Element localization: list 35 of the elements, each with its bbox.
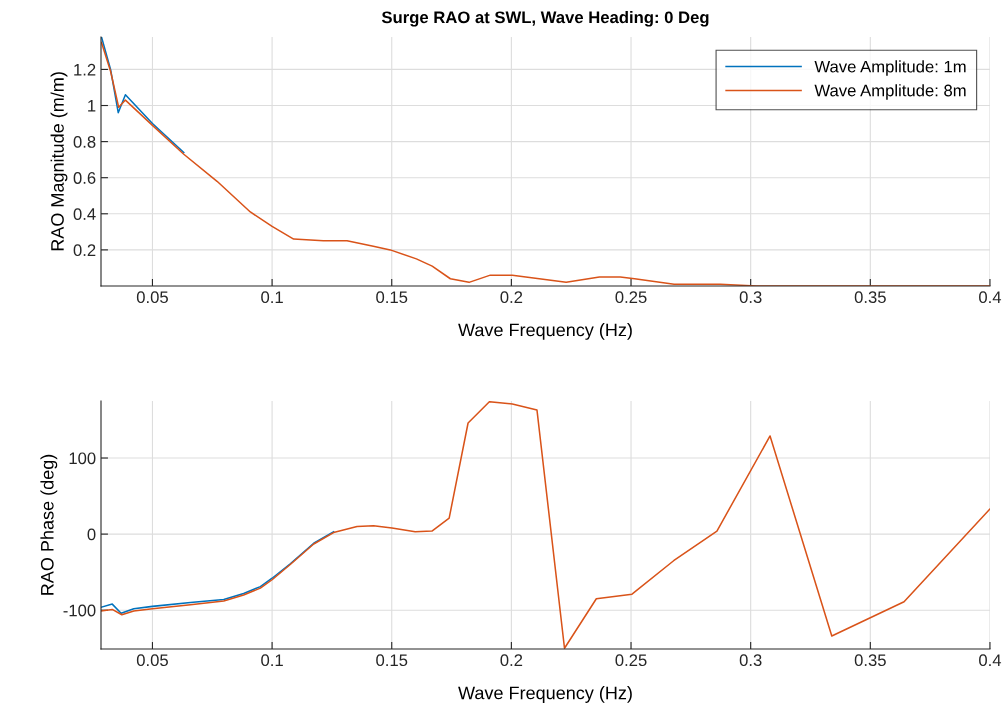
chart-title: Surge RAO at SWL, Wave Heading: 0 Deg: [381, 10, 709, 27]
line-series: [101, 400, 990, 649]
x-tick-label: 0.05: [136, 291, 168, 304]
y-tick-label: 1.2: [74, 63, 96, 76]
line-series: [101, 531, 335, 614]
legend-label: Wave Amplitude: 1m: [814, 60, 966, 76]
y-tick-label: 0.2: [73, 244, 96, 257]
y-tick-label: -100: [63, 604, 96, 617]
x-tick-label: 0.4: [979, 291, 1002, 304]
x-tick-label: 0.3: [739, 291, 762, 304]
x-tick-label: 0.15: [376, 291, 408, 304]
line-series: [101, 36, 185, 154]
x-axis-title: Wave Frequency (Hz): [458, 323, 632, 340]
x-tick-label: 0.35: [854, 291, 886, 304]
x-tick-label: 0.3: [739, 654, 762, 667]
x-tick-label: 0.4: [979, 654, 1002, 667]
x-tick-label: 0.2: [500, 291, 523, 304]
x-tick-label: 0.35: [854, 654, 886, 667]
x-tick-label: 0.1: [261, 291, 283, 304]
x-tick-label: 0.05: [136, 654, 168, 667]
x-tick-label: 0.1: [261, 654, 283, 667]
y-tick-label: 0.4: [73, 208, 96, 220]
y-tick-label: 0: [87, 528, 96, 541]
y-tick-label: 0.6: [73, 172, 96, 184]
legend-label: Wave Amplitude: 8m: [814, 84, 966, 100]
x-tick-label: 0.2: [500, 654, 523, 667]
x-tick-label: 0.25: [615, 291, 647, 304]
x-tick-label: 0.15: [376, 654, 408, 667]
y-tick-label: 100: [69, 452, 96, 465]
y-tick-label: 0.8: [73, 136, 96, 148]
y-axis-title: RAO Phase (deg): [40, 454, 58, 595]
y-tick-label: 1: [88, 100, 96, 112]
y-axis-title: RAO Magnitude (m/m): [50, 72, 68, 251]
x-axis-title: Wave Frequency (Hz): [458, 686, 632, 703]
x-tick-label: 0.25: [615, 654, 647, 667]
